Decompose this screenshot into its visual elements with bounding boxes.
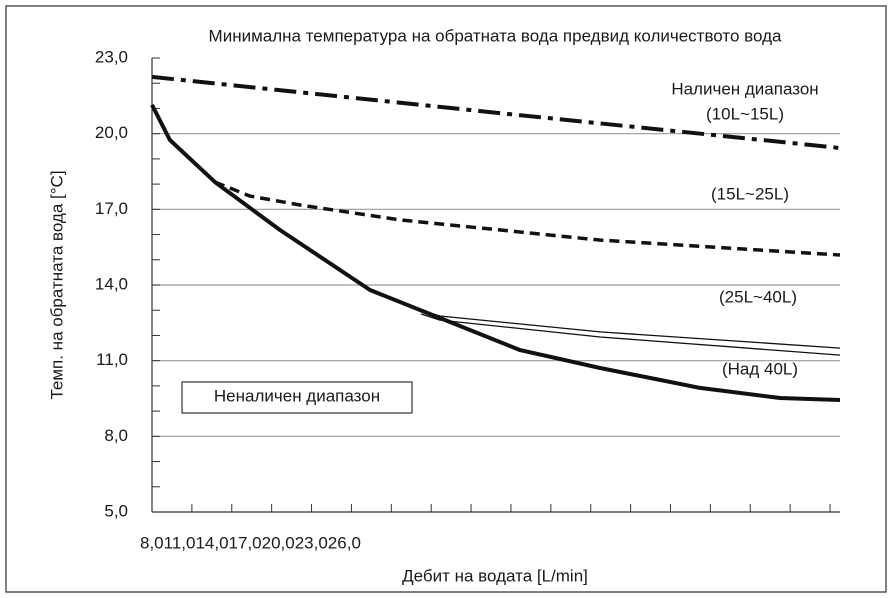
series-line bbox=[150, 103, 841, 402]
frame bbox=[5, 5, 887, 593]
annotation: Неналичен диапазон bbox=[214, 386, 380, 405]
y-tick-label: 20,0 bbox=[95, 123, 128, 142]
y-tick-label: 17,0 bbox=[95, 199, 128, 218]
annotation: Наличен диапазон bbox=[671, 79, 818, 98]
y-tick-label: 11,0 bbox=[96, 350, 128, 369]
chart-title: Минимална температура на обратната вода … bbox=[209, 26, 782, 45]
x-axis-label: Дебит на водата [L/min] bbox=[402, 566, 588, 585]
annotation: (25L~40L) bbox=[719, 287, 797, 306]
y-tick-label: 8,0 bbox=[104, 426, 128, 445]
series-line bbox=[420, 313, 841, 356]
y-tick-label: 23,0 bbox=[95, 47, 128, 66]
annotation: (15L~25L) bbox=[711, 184, 789, 203]
annotation-box bbox=[181, 381, 413, 414]
series-line bbox=[151, 74, 841, 150]
annotation: (Над 40L) bbox=[722, 359, 798, 378]
y-axis-label: Темп. на обратната вода [°C] bbox=[47, 170, 66, 399]
y-tick-label: 14,0 bbox=[95, 274, 128, 293]
annotation: (10L~15L) bbox=[706, 104, 784, 123]
x-tick-labels: 8,011,014,017,020,023,026,0 bbox=[140, 533, 361, 552]
series-line bbox=[421, 309, 841, 349]
y-tick-label: 5,0 bbox=[104, 501, 128, 520]
